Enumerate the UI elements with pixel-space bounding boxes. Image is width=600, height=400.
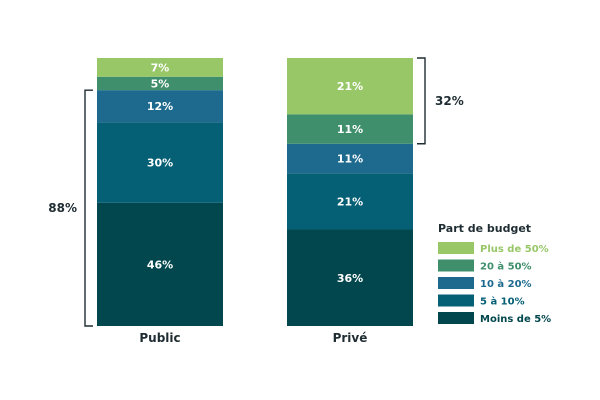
segment-labels-group: 46% 30% 12% 5% 7% 36% 21% 11% 11% 21% <box>147 61 363 284</box>
bar-segment-prive-moins-de-5 <box>287 229 413 326</box>
data-label-public-moins-de-5: 46% <box>147 258 173 271</box>
legend-swatch-moins-de-5 <box>438 312 474 324</box>
brace-public <box>84 89 93 327</box>
bar-segment-public-20-a-50 <box>97 76 223 91</box>
legend-label-10-a-20: 10 à 20% <box>480 278 532 290</box>
legend-label-moins-de-5: Moins de 5% <box>480 314 551 325</box>
brace-label-public: 88% <box>48 201 77 215</box>
brace-prive <box>417 57 426 145</box>
legend-title: Part de budget <box>438 222 531 235</box>
legend-swatch-10-a-20 <box>438 277 474 289</box>
data-label-prive-20-a-50: 11% <box>337 123 363 136</box>
bars-group <box>97 58 413 326</box>
bar-segment-prive-plus-de-50 <box>287 58 413 115</box>
bar-segment-public-plus-de-50 <box>97 58 223 77</box>
data-label-prive-5-a-10: 21% <box>337 195 363 208</box>
brace-label-prive: 32% <box>435 94 464 108</box>
bar-segment-public-10-a-20 <box>97 90 223 123</box>
legend-label-plus-de-50: Plus de 50% <box>480 244 549 255</box>
category-labels-group: Public Privé <box>139 331 367 345</box>
legend-swatch-5-a-10 <box>438 294 474 307</box>
bar-segment-prive-20-a-50 <box>287 114 413 144</box>
data-label-prive-moins-de-5: 36% <box>337 272 363 285</box>
legend-swatch-plus-de-50 <box>438 242 474 254</box>
bar-segment-public-5-a-10 <box>97 122 223 203</box>
category-label-public: Public <box>139 331 180 345</box>
bar-segment-public-moins-de-5 <box>97 202 223 326</box>
category-label-prive: Privé <box>333 331 368 345</box>
legend-label-20-a-50: 20 à 50% <box>480 261 532 273</box>
legend: Part de budget Plus de 50% 20 à 50% 10 à 2… <box>438 222 551 325</box>
bar-segment-prive-5-a-10 <box>287 173 413 230</box>
legend-items: Plus de 50% 20 à 50% 10 à 20% 5 à 10% Moins … <box>438 242 551 325</box>
legend-label-5-a-10: 5 à 10% <box>480 296 525 308</box>
data-label-public-20-a-50: 5% <box>151 77 170 90</box>
bar-segment-prive-10-a-20 <box>287 143 413 174</box>
braces-group: 88% 32% <box>48 57 464 327</box>
data-label-prive-plus-de-50: 21% <box>337 80 363 93</box>
data-label-public-10-a-20: 12% <box>147 100 173 113</box>
data-label-prive-10-a-20: 11% <box>337 153 363 166</box>
data-label-public-5-a-10: 30% <box>147 157 173 170</box>
legend-swatch-20-a-50 <box>438 259 474 272</box>
data-label-public-plus-de-50: 7% <box>151 61 170 74</box>
